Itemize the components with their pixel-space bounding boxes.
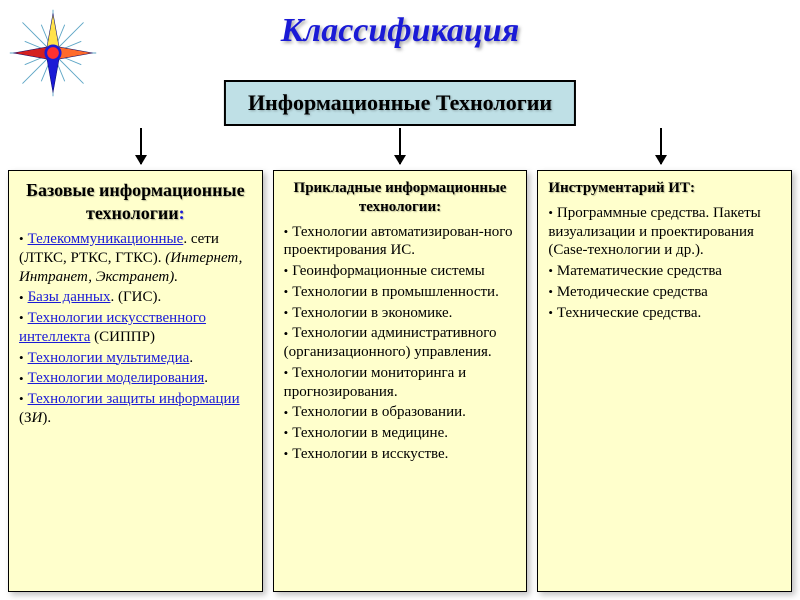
item-text: (З [19, 410, 32, 426]
list-item: •Технологии мультимедиа. [19, 349, 252, 368]
item-text: Технологии административного (организаци… [284, 325, 497, 360]
column-applied-it: Прикладные информационные технологии: •Т… [273, 170, 528, 592]
column-list: •Программные средства. Пакеты визуализац… [548, 204, 781, 323]
item-text: . [189, 350, 193, 366]
bullet-icon: • [284, 365, 289, 381]
list-item: •Технологии автоматизирован-ного проекти… [284, 223, 517, 261]
list-item: •Технологии искусственного интеллекта (С… [19, 309, 252, 347]
item-text: . [204, 370, 208, 386]
list-item: •Технологии административного (организац… [284, 324, 517, 362]
item-text: И [32, 410, 43, 426]
bullet-icon: • [19, 310, 24, 326]
item-text: Технологии в медицине. [292, 425, 448, 441]
list-item: •Технологии в экономике. [284, 304, 517, 323]
column-list: •Технологии автоматизирован-ного проекти… [284, 223, 517, 464]
bullet-icon: • [284, 284, 289, 300]
link-text: Технологии моделирования [28, 370, 205, 386]
bullet-icon: • [284, 326, 289, 342]
item-text: Технологии в исскустве. [292, 446, 448, 462]
column-title: Инструментарий ИТ: [548, 179, 781, 198]
column-title: Базовые информационные технологии: [19, 179, 252, 224]
bullet-icon: • [548, 305, 553, 321]
columns-row: Базовые информационные технологии: •Теле… [8, 170, 792, 592]
list-item: •Телекоммуникационные. сети (ЛТКС, РТКС,… [19, 230, 252, 286]
item-text: Технологии в экономике. [292, 305, 452, 321]
item-text: ). [42, 410, 51, 426]
root-node: Информационные Технологии [224, 80, 576, 126]
arrow-to-col2 [399, 128, 401, 164]
item-text: Геоинформационные системы [292, 263, 485, 279]
arrow-to-col1 [140, 128, 142, 164]
list-item: •Технологии в образовании. [284, 403, 517, 422]
bullet-icon: • [19, 371, 24, 387]
bullet-icon: • [548, 284, 553, 300]
item-text: Технологии мониторинга и прогнозирования… [284, 365, 466, 400]
list-item: •Технологии в исскустве. [284, 445, 517, 464]
arrow-to-col3 [660, 128, 662, 164]
list-item: •Методические средства [548, 283, 781, 302]
list-item: •Программные средства. Пакеты визуализац… [548, 204, 781, 260]
list-item: •Технологии в промышленности. [284, 283, 517, 302]
bullet-icon: • [19, 391, 24, 407]
list-item: •Технологии в медицине. [284, 424, 517, 443]
bullet-icon: • [548, 205, 553, 221]
item-text: Программные средства. Пакеты визуализаци… [548, 205, 760, 259]
item-text: . (ГИС). [111, 289, 162, 305]
bullet-icon: • [548, 263, 553, 279]
bullet-icon: • [19, 350, 24, 366]
bullet-icon: • [284, 425, 289, 441]
link-text: Технологии мультимедиа [28, 350, 190, 366]
list-item: •Технологии моделирования. [19, 369, 252, 388]
column-basic-it: Базовые информационные технологии: •Теле… [8, 170, 263, 592]
column-title: Прикладные информационные технологии: [284, 179, 517, 217]
list-item: •Технологии мониторинга и прогнозировани… [284, 364, 517, 402]
list-item: •Технологии защиты информации (ЗИ). [19, 390, 252, 428]
list-item: •Геоинформационные системы [284, 262, 517, 281]
item-text: Математические средства [557, 263, 722, 279]
bullet-icon: • [19, 231, 24, 247]
item-text: Технологии в образовании. [292, 404, 466, 420]
link-text: Базы данных [28, 289, 111, 305]
column-list: •Телекоммуникационные. сети (ЛТКС, РТКС,… [19, 230, 252, 428]
item-text: Технические средства. [557, 305, 701, 321]
item-text: (СИППР) [90, 329, 155, 345]
list-item: •Технические средства. [548, 304, 781, 323]
link-text: Технологии защиты информации [28, 391, 240, 407]
item-text: Технологии в промышленности. [292, 284, 499, 300]
page-title: Классификация [0, 12, 800, 50]
item-text: Технологии автоматизирован-ного проектир… [284, 224, 513, 259]
bullet-icon: • [19, 290, 24, 306]
bullet-icon: • [284, 446, 289, 462]
link-text: Телекоммуникационные [28, 231, 184, 247]
item-text: Методические средства [557, 284, 708, 300]
bullet-icon: • [284, 263, 289, 279]
list-item: •Математические средства [548, 262, 781, 281]
bullet-icon: • [284, 305, 289, 321]
bullet-icon: • [284, 405, 289, 421]
column-it-tools: Инструментарий ИТ: •Программные средства… [537, 170, 792, 592]
bullet-icon: • [284, 224, 289, 240]
list-item: •Базы данных. (ГИС). [19, 288, 252, 307]
